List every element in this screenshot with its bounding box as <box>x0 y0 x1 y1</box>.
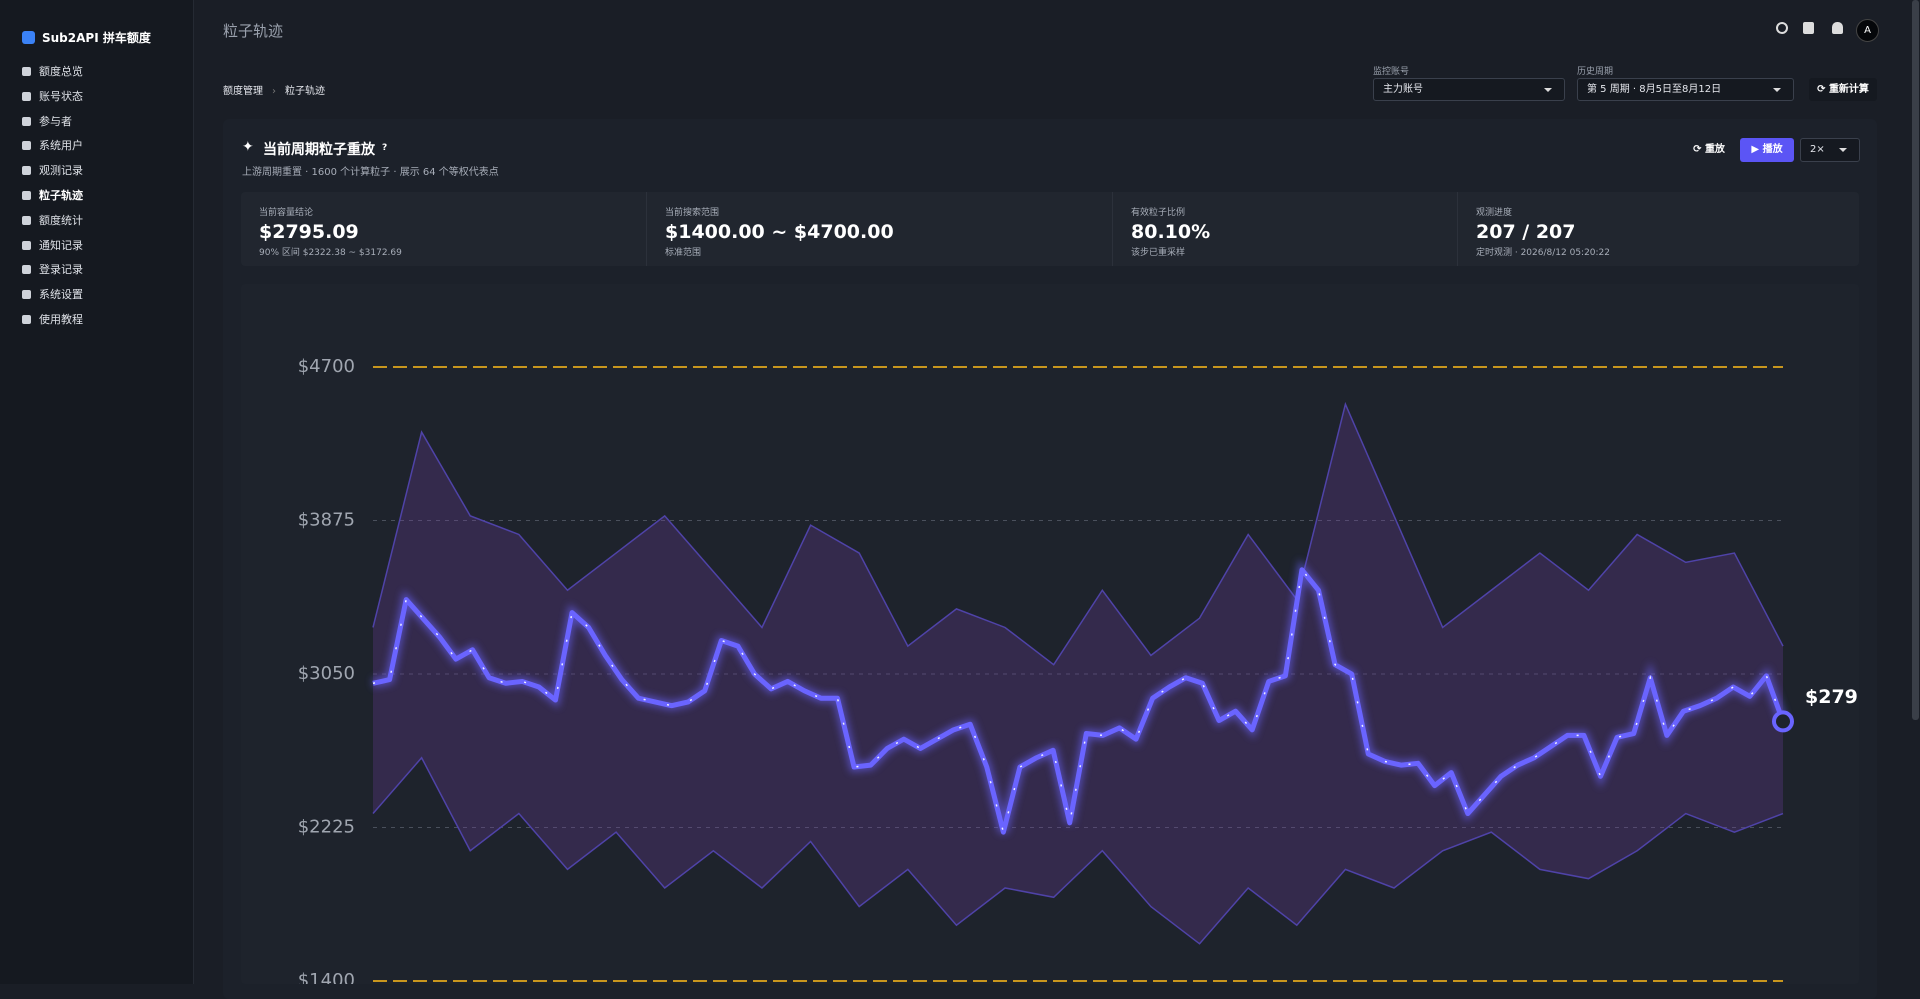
avatar[interactable]: A <box>1856 19 1879 42</box>
breadcrumb-item: 粒子轨迹 <box>285 86 325 97</box>
filter-label: 监控账号 <box>1373 67 1410 77</box>
stat-label: 当前容量结论 <box>259 208 314 218</box>
sidebar: Sub2API 拼车额度 额度总览账号状态参与者系统用户观测记录粒子轨迹额度统计… <box>0 0 194 984</box>
stat-note: 90% 区间 $2322.38 ~ $3172.69 <box>259 248 402 258</box>
nav-item[interactable]: 额度统计 <box>22 211 83 231</box>
nav-item[interactable]: 参与者 <box>22 112 72 132</box>
y-tick-label: $3050 <box>298 663 355 684</box>
stat-label: 观测进度 <box>1476 208 1513 218</box>
play-button[interactable]: ▶ 播放 <box>1740 138 1794 162</box>
nav-label: 观测记录 <box>39 164 83 178</box>
band-upper <box>372 401 1784 666</box>
account-select[interactable]: 主力账号 <box>1373 78 1565 101</box>
y-tick-label: $4700 <box>298 356 355 377</box>
speed-select[interactable]: 2× <box>1800 138 1860 162</box>
theme-icon[interactable] <box>1776 22 1788 34</box>
nav-item[interactable]: 观测记录 <box>22 161 83 181</box>
nav-label: 参与者 <box>39 114 72 128</box>
nav-item[interactable]: 账号状态 <box>22 87 83 107</box>
nav-label: 粒子轨迹 <box>39 189 83 202</box>
filter-label: 历史周期 <box>1577 67 1614 77</box>
stat-value: $1400.00 ~ $4700.00 <box>665 221 894 243</box>
replay-button[interactable]: ⟳ 重放 <box>1693 144 1725 155</box>
stat: 观测进度 207 / 207 定时观测 · 2026/8/12 05:20:22 <box>1458 192 1859 266</box>
chart: $1400 $2225 $3050 $3875 $4700 $2795.09 <box>298 356 1859 984</box>
stat-value: 207 / 207 <box>1476 221 1576 243</box>
band-area <box>373 404 1783 944</box>
end-label: $2795.09 <box>1805 686 1859 708</box>
nav-icon <box>22 265 31 275</box>
nav-icon <box>22 116 31 126</box>
stat: 当前容量结论 $2795.09 90% 区间 $2322.38 ~ $3172.69 <box>241 192 647 266</box>
card-subtitle: 上游周期重置 · 1600 个计算粒子 · 展示 64 个等权代表点 <box>242 167 499 178</box>
stat: 当前搜索范围 $1400.00 ~ $4700.00 标准范围 <box>647 192 1113 266</box>
nav-icon <box>22 240 31 250</box>
nav-label: 额度总览 <box>39 65 83 78</box>
nav-icon <box>22 141 31 151</box>
lang-icon[interactable] <box>1803 22 1814 34</box>
line <box>372 567 1786 835</box>
brand: Sub2API 拼车额度 <box>42 31 151 45</box>
brand-icon <box>22 31 35 44</box>
nav-item[interactable]: 系统设置 <box>22 285 83 305</box>
nav-label: 额度统计 <box>39 213 83 227</box>
button-label: 重新计算 <box>1828 84 1869 95</box>
y-tick-label: $2225 <box>298 817 355 838</box>
nav-icon <box>22 166 31 176</box>
scrollbar <box>1912 0 1919 720</box>
stat-note: 该步已重采样 <box>1131 248 1186 258</box>
nav-item[interactable]: 使用教程 <box>22 310 83 330</box>
band-lower <box>372 756 1784 945</box>
breadcrumb: 额度管理 › 粒子轨迹 <box>223 86 325 97</box>
nav-icon <box>22 91 31 101</box>
period-select[interactable]: 第 5 周期 · 8月5日至8月12日 <box>1577 78 1794 101</box>
stat: 有效粒子比例 80.10% 该步已重采样 <box>1113 192 1458 266</box>
bell-icon[interactable] <box>1832 22 1843 34</box>
sparkle-icon: ✦ <box>242 139 254 155</box>
nav-icon <box>22 67 31 76</box>
stat-label: 有效粒子比例 <box>1131 208 1186 218</box>
nav-item[interactable]: 系统用户 <box>22 136 83 156</box>
button-label: 播放 <box>1762 144 1783 155</box>
nav-icon <box>22 215 31 225</box>
nav-label: 系统用户 <box>39 139 83 153</box>
page-title: 粒子轨迹 <box>223 22 284 40</box>
recalc-button[interactable]: ⟳ 重新计算 <box>1809 78 1877 101</box>
stat-note: 标准范围 <box>665 248 702 258</box>
nav-label: 登录记录 <box>39 263 83 277</box>
chart-panel: $1400 $2225 $3050 $3875 $4700 $2795.09 <box>241 284 1859 984</box>
nav-icon <box>22 315 31 324</box>
stat-value: $2795.09 <box>259 221 359 243</box>
button-label: 重放 <box>1704 144 1725 155</box>
stats-row: 当前容量结论 $2795.09 90% 区间 $2322.38 ~ $3172.69… <box>241 192 1859 266</box>
help-icon[interactable]: ? <box>382 143 388 153</box>
nav-item[interactable]: 通知记录 <box>22 236 83 256</box>
nav-item[interactable]: 登录记录 <box>22 260 83 280</box>
stat-note: 定时观测 · 2026/8/12 05:20:22 <box>1476 248 1611 258</box>
nav-icon <box>22 290 31 300</box>
nav-icon <box>22 191 31 200</box>
stat-value: 80.10% <box>1131 221 1211 243</box>
nav-label: 系统设置 <box>39 288 83 302</box>
card-title: 当前周期粒子重放 <box>263 142 375 158</box>
nav-label: 通知记录 <box>39 238 83 252</box>
end-point <box>1772 710 1794 733</box>
nav-item[interactable]: 粒子轨迹 <box>22 186 83 206</box>
y-tick-label: $3875 <box>298 510 355 531</box>
breadcrumb-item[interactable]: 额度管理 <box>223 86 263 97</box>
nav-item[interactable]: 额度总览 <box>22 62 83 82</box>
y-tick-label: $1400 <box>298 970 355 984</box>
nav-label: 使用教程 <box>39 313 83 326</box>
nav-label: 账号状态 <box>39 89 83 103</box>
stat-label: 当前搜索范围 <box>665 208 720 218</box>
